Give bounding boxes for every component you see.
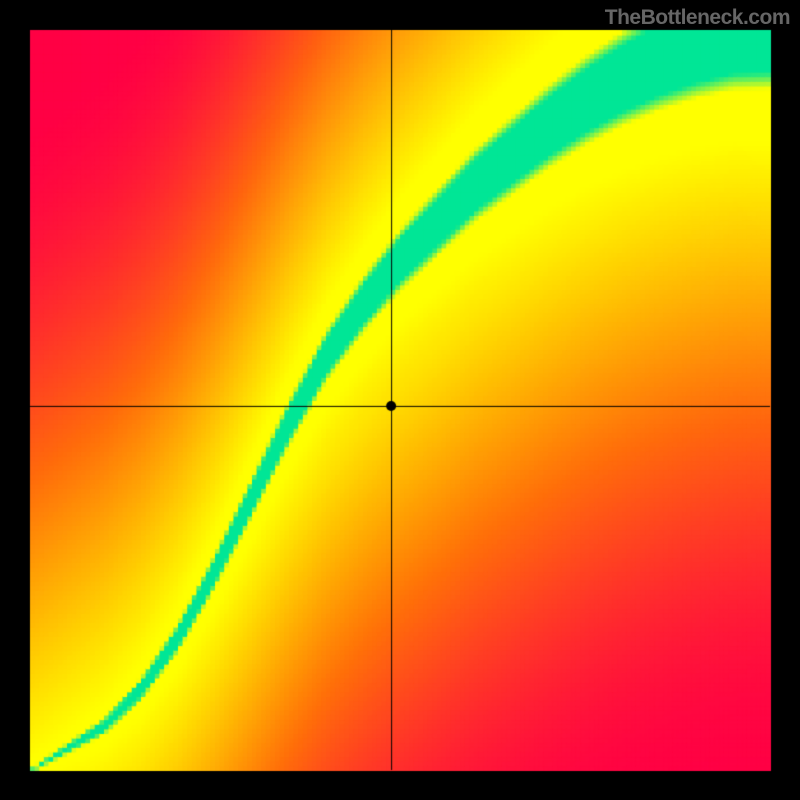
- watermark-text: TheBottleneck.com: [605, 6, 790, 30]
- bottleneck-heatmap: [0, 0, 800, 800]
- chart-container: TheBottleneck.com: [0, 0, 800, 800]
